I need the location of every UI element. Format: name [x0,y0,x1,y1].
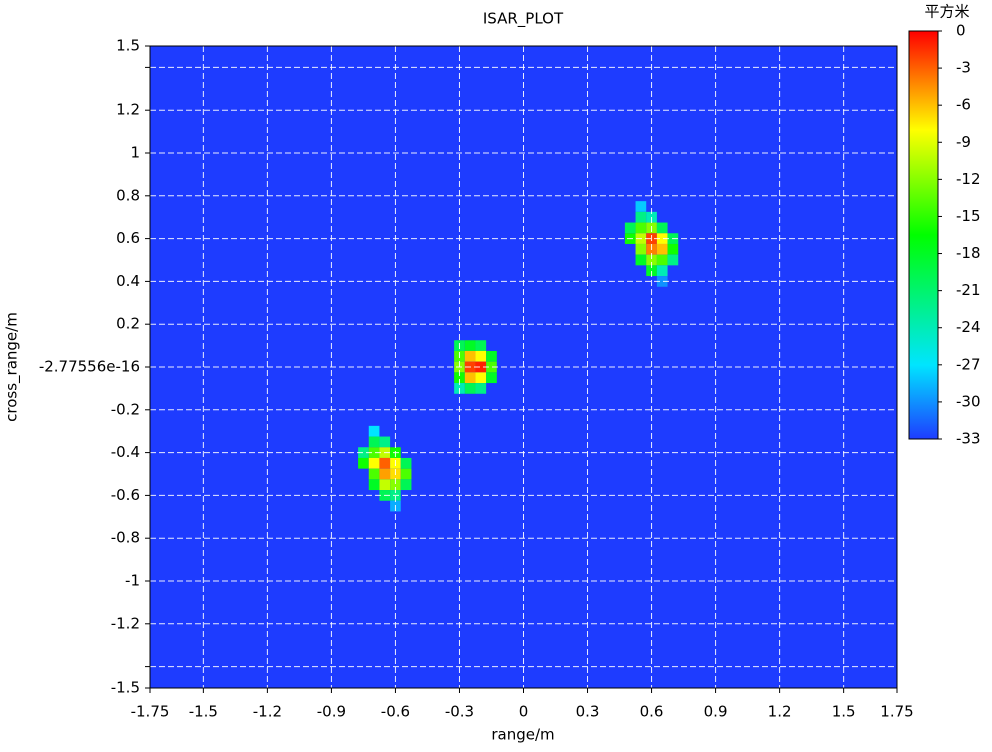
heatmap-cell [646,254,657,266]
colorbar-tick-label: -30 [956,392,981,410]
heatmap-cell [400,457,412,469]
colorbar-tick-label: -18 [956,244,981,262]
x-tick-label: -0.9 [317,703,346,721]
x-tick-label: 0.3 [576,703,600,721]
heatmap-cell [379,457,391,469]
heatmap-cell [368,447,380,458]
heatmap-cell [464,372,476,384]
y-tick-label: -0.6 [111,486,140,504]
heatmap-cell [635,211,647,223]
x-tick-label: 0.6 [640,703,664,721]
colorbar-tick-label: -15 [956,207,981,225]
chart-title: ISAR_PLOT [483,10,564,29]
heatmap-cell [475,350,487,362]
heatmap-cell [656,254,668,266]
x-tick-label: -1.75 [131,703,170,721]
y-tick-label: -0.8 [111,529,140,547]
heatmap-cell [486,350,497,362]
heatmap-cell [475,340,487,351]
colorbar-tick-label: 0 [956,22,966,40]
heatmap-cell [368,425,380,437]
heatmap-cell [635,222,647,234]
x-tick-label: -1.2 [253,703,282,721]
heatmap-cell [475,372,487,384]
heatmap-cell [390,479,401,491]
heatmap-cell [486,372,497,384]
colorbar-tick-label: -33 [956,430,981,448]
heatmap-cell [635,254,647,266]
heatmap-cell [656,276,668,287]
colorbar-title: 平方米 [924,3,969,21]
heatmap-cell [358,447,369,458]
heatmap-cell [368,457,380,469]
y-tick-label: -1.2 [111,614,140,632]
heatmap-cell [379,436,391,448]
y-tick-label: 0.6 [116,229,140,247]
heatmap-cell [486,361,497,373]
heatmap-cell [368,468,380,480]
x-tick-label: 1.75 [880,703,913,721]
y-tick-label: -2.77556e-16 [39,358,140,376]
heatmap-cell [656,233,668,244]
heatmap-cell [656,243,668,255]
heatmap-cell [454,372,465,384]
heatmap-cell [379,479,391,491]
x-tick-label: 0.9 [704,703,728,721]
x-axis-label: range/m [491,726,554,744]
heatmap-cell [368,479,380,491]
heatmap-cell [475,383,487,394]
y-tick-label: -1.5 [111,679,140,697]
heatmap-cell [464,340,476,351]
y-tick-label: -1 [125,572,140,590]
x-tick-label: 1.5 [832,703,856,721]
heatmap-cell [368,436,380,448]
heatmap-cell [624,222,636,234]
heatmap-cell [656,265,668,277]
x-tick-label: -1.5 [189,703,218,721]
y-axis-label: cross_range/m [3,312,22,422]
colorbar-tick-label: -9 [956,133,971,151]
heatmap-cell [635,243,647,255]
heatmap-cell [475,361,487,373]
plot-frame [149,45,898,689]
heatmap-cell [464,383,476,394]
y-tick-label: 0.2 [116,315,140,333]
heatmap-cell [379,468,391,480]
colorbar-tick-label: -12 [956,170,981,188]
colorbar [908,30,939,440]
x-tick-label: -0.6 [381,703,410,721]
y-tick-label: 1 [130,144,140,162]
y-tick-label: -0.4 [111,443,140,461]
heatmap-cell [646,265,657,277]
y-tick-label: 0.4 [116,272,140,290]
colorbar-tick-label: -21 [956,281,981,299]
y-tick-label: 1.2 [116,101,140,119]
heatmap-cell [358,457,369,469]
heatmap-cell [656,222,668,234]
colorbar-tick-label: -3 [956,59,971,77]
heatmap-cell [635,201,647,212]
x-tick-label: -0.3 [445,703,474,721]
y-tick-label: 1.5 [116,37,140,55]
y-tick-label: -0.2 [111,400,140,418]
heatmap-cell [400,468,412,480]
colorbar-tick-label: -27 [956,355,981,373]
y-tick-label: 0.8 [116,186,140,204]
x-tick-label: 0 [519,703,529,721]
heatmap-cell [400,479,412,491]
heatmap-cell [667,243,679,255]
colorbar-tick-label: -24 [956,318,981,336]
heatmap-cell [667,254,679,266]
colorbar-tick-label: -6 [956,96,971,114]
heatmap-cell [464,350,476,362]
x-tick-label: 1.2 [768,703,792,721]
